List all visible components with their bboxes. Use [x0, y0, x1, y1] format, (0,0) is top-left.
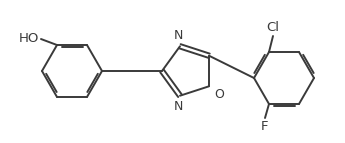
Text: Cl: Cl — [266, 21, 279, 34]
Text: O: O — [214, 88, 224, 101]
Text: HO: HO — [19, 31, 39, 44]
Text: N: N — [173, 100, 183, 113]
Text: N: N — [173, 29, 183, 42]
Text: F: F — [261, 120, 269, 133]
